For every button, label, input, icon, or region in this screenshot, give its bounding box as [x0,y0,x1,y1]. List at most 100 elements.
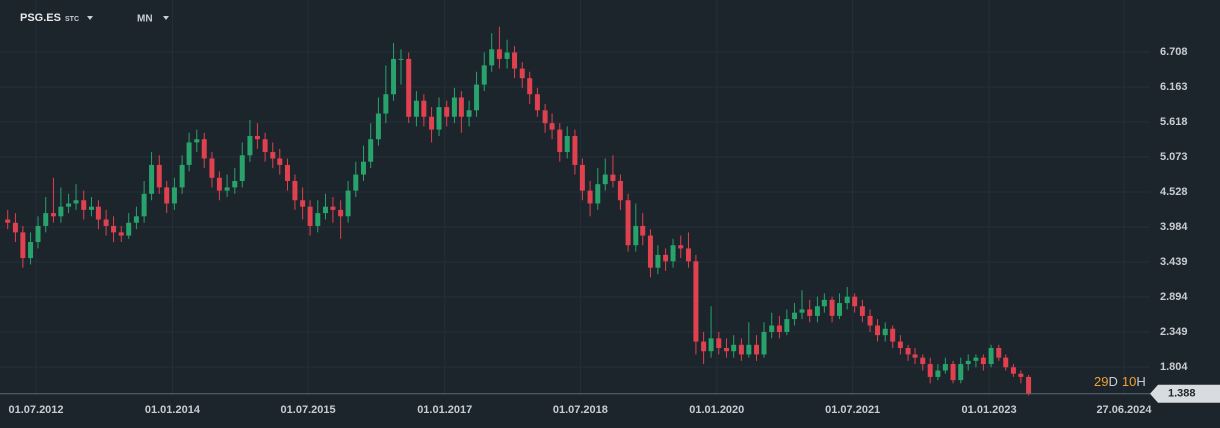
candle-body [95,206,101,220]
candle-body [35,225,41,243]
candle-body [685,248,691,262]
candle-body [88,206,94,210]
candle-body [1010,367,1016,374]
candle-body [965,360,971,365]
candle-body [890,328,896,342]
candle-body [829,299,835,316]
candle-body [512,52,518,69]
y-tick-label: 6.163 [1160,81,1188,93]
candle-body [307,206,313,226]
candle-body [701,341,707,352]
candle-body [262,139,268,153]
candle-body [421,100,427,117]
candle-body [776,325,782,332]
countdown-hours: 10 [1122,374,1136,389]
candle-body [277,158,283,165]
timeframe-dropdown[interactable] [163,16,169,20]
candle-body [66,203,72,207]
candle-body [330,206,336,210]
candle-body [149,164,155,194]
candle-body [527,78,533,95]
candle-body [542,110,548,124]
candle-body [73,200,79,204]
candle-body [617,180,623,201]
candle-body [927,364,933,377]
candle-body [647,235,653,268]
candle-body [534,94,540,111]
candle-body [360,161,366,175]
candle-body [58,206,64,217]
countdown-days-unit: D [1108,374,1117,389]
candle-body [1018,373,1024,377]
candle-body [723,348,729,352]
candle-body [232,180,238,188]
candle-body [784,319,790,332]
symbol-dropdown[interactable] [87,16,93,20]
x-tick-label: 01.07.2021 [825,404,880,416]
candle-body [655,254,661,268]
candle-body [875,325,881,336]
candle-body [610,174,616,181]
candle-body [270,152,276,159]
candle-body [12,222,18,233]
x-tick-label: 01.01.2023 [962,404,1017,416]
candle-body [867,315,873,326]
candle-body [322,206,328,214]
candle-body [958,364,964,381]
x-tick-label: 01.01.2020 [689,404,744,416]
candle-body [821,299,827,307]
candle-body [625,200,631,246]
candle-body [141,193,147,217]
candle-body [194,139,200,143]
candle-body [814,306,820,316]
x-tick-label: 01.07.2018 [553,404,608,416]
candle-body [338,209,344,217]
candle-body [375,113,381,140]
candle-body [988,348,994,365]
timeframe[interactable]: MN [137,14,153,25]
candle-body [118,232,124,236]
y-tick-label: 4.528 [1160,186,1188,198]
candle-body [716,338,722,349]
candle-body [81,200,87,210]
candle-body [519,68,525,79]
candle-body [20,232,26,259]
candle-body [980,357,986,365]
candle-body [837,303,843,316]
candle-body [451,97,457,117]
candle-body [769,325,775,332]
x-tick-label: 01.01.2017 [417,404,472,416]
candle-body [973,357,979,361]
candle-body [474,84,480,111]
candle-body [595,184,601,204]
candle-body [413,100,419,117]
symbol-tag: STC [65,16,79,23]
candle-body [678,245,684,249]
candle-body [466,110,472,117]
candle-body [50,213,56,217]
y-tick-label: 5.618 [1160,116,1188,128]
candle-body [731,344,737,352]
candle-body [754,344,760,355]
symbol[interactable]: PSG.ES [20,12,61,24]
price-label: 1.388 [1168,388,1196,400]
candle-body [171,187,177,204]
candle-body [504,52,510,59]
candle-body [345,190,351,217]
candle-body [164,187,170,204]
countdown: 29D 10H [1094,374,1146,389]
candle-body [852,296,858,307]
candle-body [436,107,442,130]
candle-body [391,58,397,95]
candle-body [398,58,404,60]
candle-body [708,338,714,352]
candle-body [693,261,699,342]
y-tick-label: 5.073 [1160,151,1188,163]
candle-body [564,136,570,153]
candle-body [670,245,676,262]
candle-body [663,254,669,262]
candle-body [156,164,162,188]
